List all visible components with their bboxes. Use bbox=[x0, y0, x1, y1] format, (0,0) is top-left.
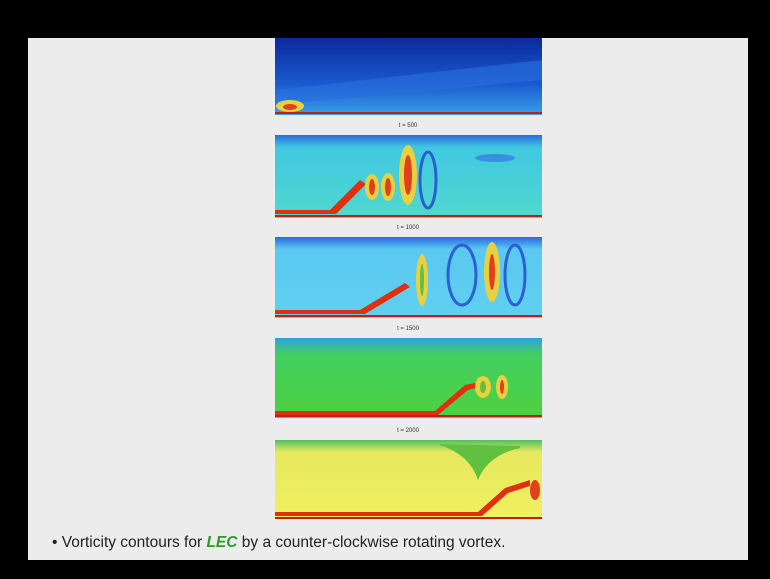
vortex bbox=[500, 380, 504, 394]
contour-panel bbox=[275, 237, 542, 318]
slide-page: t = 500 t = 1000 t = 1500 t = 2000 • Vor… bbox=[0, 0, 770, 579]
caption-text: by a counter-clockwise rotating vortex. bbox=[237, 534, 505, 551]
vortex bbox=[480, 381, 486, 393]
caption-text: • Vorticity contours for bbox=[52, 534, 206, 551]
contour-patch bbox=[475, 154, 515, 162]
slide: t = 500 t = 1000 t = 1500 t = 2000 bbox=[0, 0, 770, 579]
caption: • Vorticity contours for LEC by a counte… bbox=[52, 534, 505, 552]
vortex bbox=[404, 155, 412, 195]
caption-highlight: LEC bbox=[206, 534, 237, 551]
panel-title: t = 1500 bbox=[397, 326, 420, 332]
vortex bbox=[283, 104, 297, 110]
panel-title: t = 2000 bbox=[397, 428, 420, 434]
panel-title: t = 1000 bbox=[397, 225, 420, 231]
vortex bbox=[489, 254, 495, 290]
vortex bbox=[369, 179, 375, 195]
vortex bbox=[420, 264, 424, 296]
vortex bbox=[385, 178, 391, 196]
panel-title: t = 500 bbox=[399, 123, 418, 129]
vortex bbox=[530, 480, 540, 500]
